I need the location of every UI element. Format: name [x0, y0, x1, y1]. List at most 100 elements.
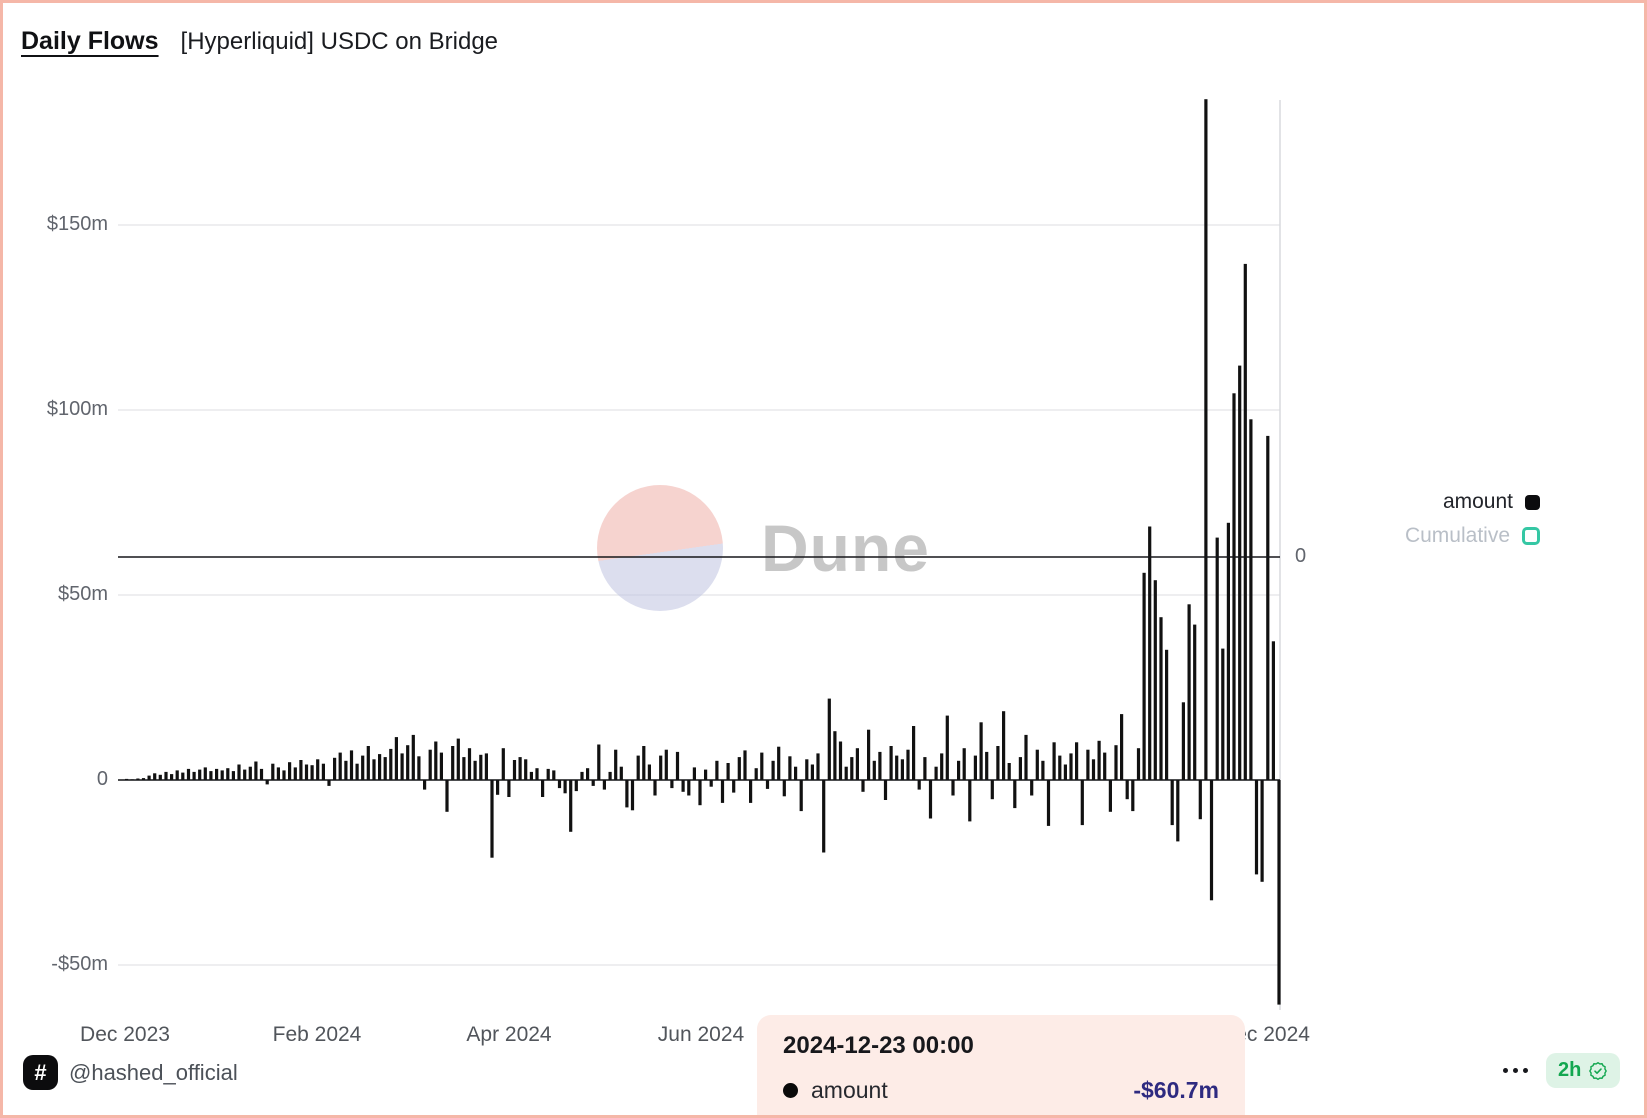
- bar[interactable]: [1046, 780, 1051, 826]
- bar[interactable]: [243, 769, 247, 780]
- bar[interactable]: [709, 780, 713, 787]
- bar[interactable]: [304, 764, 309, 781]
- bar[interactable]: [957, 760, 961, 780]
- bar[interactable]: [1181, 702, 1185, 780]
- bar[interactable]: [1153, 580, 1157, 780]
- bar[interactable]: [276, 767, 280, 780]
- bar[interactable]: [181, 772, 185, 780]
- bar[interactable]: [372, 759, 376, 780]
- bar[interactable]: [794, 766, 798, 780]
- bar[interactable]: [310, 765, 314, 780]
- bar[interactable]: [1176, 780, 1180, 842]
- bar[interactable]: [1277, 780, 1281, 1005]
- bar[interactable]: [1266, 435, 1270, 780]
- bar[interactable]: [900, 759, 904, 780]
- bar[interactable]: [299, 760, 303, 780]
- bar[interactable]: [265, 780, 269, 785]
- bar[interactable]: [1108, 780, 1112, 812]
- bar[interactable]: [1114, 745, 1118, 780]
- bar[interactable]: [771, 760, 775, 780]
- bar[interactable]: [619, 766, 623, 780]
- bar[interactable]: [1041, 760, 1045, 780]
- bar[interactable]: [434, 741, 438, 781]
- data-freshness-badge[interactable]: 2h: [1546, 1053, 1621, 1088]
- bar[interactable]: [979, 722, 983, 780]
- bar[interactable]: [687, 780, 691, 796]
- bar[interactable]: [1002, 711, 1006, 780]
- bar[interactable]: [501, 748, 505, 780]
- bar[interactable]: [186, 768, 191, 780]
- bar[interactable]: [445, 780, 449, 812]
- bar[interactable]: [355, 763, 359, 780]
- bar[interactable]: [563, 780, 567, 794]
- bar[interactable]: [715, 760, 719, 780]
- bar[interactable]: [597, 744, 601, 781]
- bar[interactable]: [928, 780, 933, 819]
- bar[interactable]: [1159, 617, 1163, 780]
- bar[interactable]: [906, 749, 910, 780]
- bar[interactable]: [361, 755, 365, 780]
- bar[interactable]: [394, 737, 398, 780]
- bar[interactable]: [327, 780, 331, 786]
- bar[interactable]: [827, 698, 831, 780]
- bar[interactable]: [512, 760, 517, 780]
- bar[interactable]: [816, 753, 820, 780]
- bar[interactable]: [1249, 419, 1253, 781]
- bar[interactable]: [147, 775, 151, 780]
- bar[interactable]: [1131, 780, 1135, 812]
- bar[interactable]: [1170, 780, 1174, 826]
- bar[interactable]: [411, 734, 415, 780]
- bar[interactable]: [209, 771, 213, 780]
- bar[interactable]: [1052, 742, 1056, 780]
- bar[interactable]: [428, 749, 432, 780]
- bar[interactable]: [451, 746, 455, 780]
- bar[interactable]: [524, 759, 528, 780]
- bar[interactable]: [670, 780, 674, 789]
- bar[interactable]: [867, 729, 871, 780]
- bar[interactable]: [726, 763, 730, 780]
- bar[interactable]: [1136, 748, 1141, 780]
- bar[interactable]: [1091, 759, 1096, 780]
- bar[interactable]: [1198, 780, 1202, 820]
- bar[interactable]: [805, 759, 809, 780]
- bar[interactable]: [799, 780, 803, 812]
- bar[interactable]: [945, 715, 949, 780]
- bar[interactable]: [198, 769, 202, 780]
- bar[interactable]: [1238, 365, 1242, 780]
- bar[interactable]: [349, 750, 354, 780]
- bar[interactable]: [1193, 624, 1197, 780]
- bar[interactable]: [1063, 764, 1067, 781]
- bar[interactable]: [872, 760, 876, 780]
- bar[interactable]: [378, 754, 382, 780]
- bar[interactable]: [855, 748, 859, 780]
- bar[interactable]: [586, 768, 590, 780]
- bar[interactable]: [749, 780, 753, 803]
- bar[interactable]: [788, 756, 792, 780]
- bar[interactable]: [973, 755, 977, 780]
- bar[interactable]: [383, 757, 387, 780]
- bar[interactable]: [1013, 780, 1017, 809]
- bar[interactable]: [141, 778, 146, 780]
- bar[interactable]: [765, 780, 770, 789]
- legend-item-amount[interactable]: amount: [1443, 490, 1540, 514]
- bar[interactable]: [1215, 537, 1219, 780]
- bar[interactable]: [389, 748, 393, 780]
- bar[interactable]: [552, 770, 556, 780]
- bar[interactable]: [1187, 604, 1191, 781]
- bar[interactable]: [282, 770, 286, 780]
- bar[interactable]: [557, 780, 562, 789]
- bar[interactable]: [546, 768, 550, 780]
- bar[interactable]: [462, 757, 466, 780]
- bar[interactable]: [664, 749, 668, 780]
- bar[interactable]: [1125, 780, 1129, 800]
- bar[interactable]: [1075, 742, 1079, 780]
- bar[interactable]: [535, 768, 539, 780]
- bar[interactable]: [951, 780, 955, 796]
- bar[interactable]: [456, 738, 460, 780]
- bar[interactable]: [630, 780, 635, 811]
- bar[interactable]: [1226, 522, 1230, 780]
- bar[interactable]: [417, 756, 421, 780]
- bar[interactable]: [782, 780, 786, 797]
- chart-title-link[interactable]: Daily Flows: [21, 27, 159, 55]
- bar[interactable]: [1069, 753, 1073, 780]
